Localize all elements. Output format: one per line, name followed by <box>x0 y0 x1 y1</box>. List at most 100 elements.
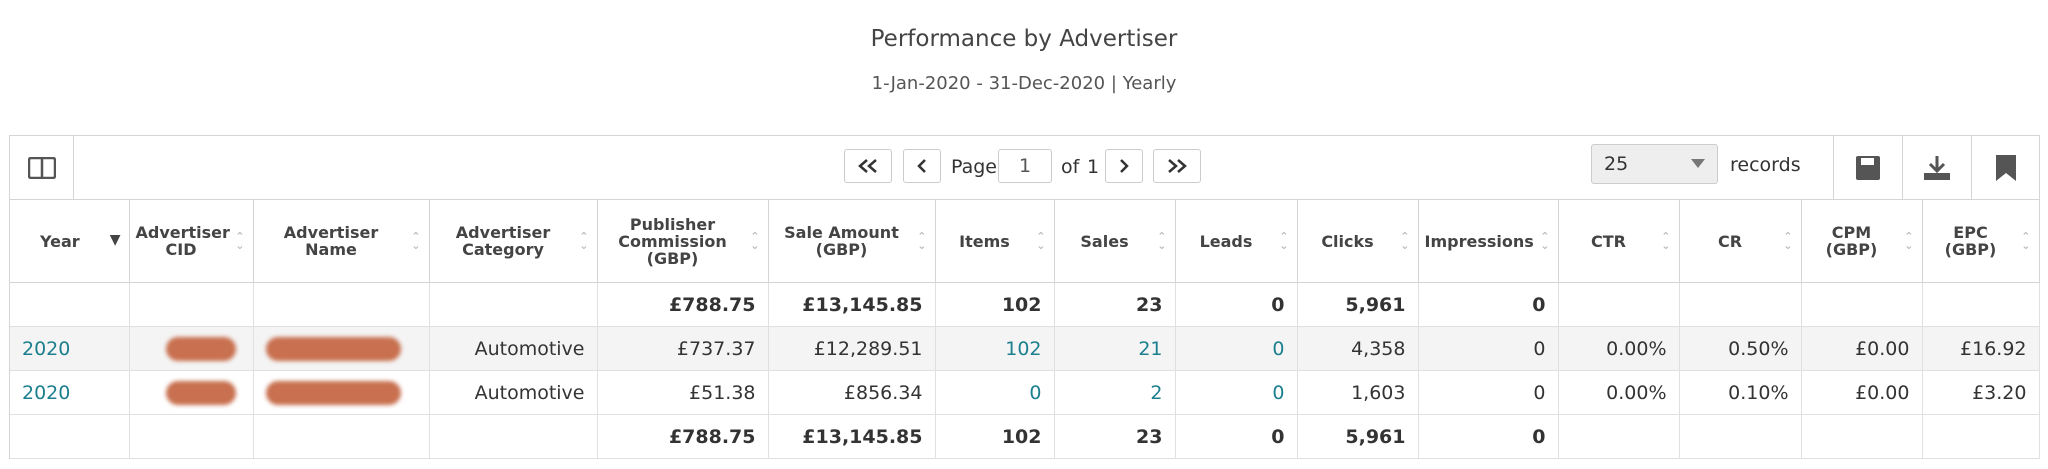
table-body: £788.75 £13,145.85 102 23 0 5,961 0 2020 Automot… <box>10 282 2040 459</box>
cell <box>1800 282 1923 327</box>
column-header[interactable]: Publisher Commission (GBP) ⌃ ⌄ <box>596 200 769 283</box>
icon <box>1691 159 1705 168</box>
cell-value[interactable]: 0 <box>1029 381 1042 404</box>
next-page[interactable] <box>1105 149 1143 183</box>
cell-value: 0.10% <box>1728 381 1789 404</box>
last-page[interactable] <box>1153 149 1201 183</box>
column-header[interactable]: CTR ⌃ ⌄ <box>1557 200 1680 283</box>
download-button[interactable] <box>1903 136 1972 199</box>
cell: 23 <box>1053 282 1176 327</box>
cell: 0 <box>1174 414 1298 459</box>
sort-icon: ⌃ ⌄ <box>1157 230 1167 252</box>
column-label: Clicks <box>1321 231 1374 251</box>
sort-icon: ⌃ ⌄ <box>1904 230 1914 252</box>
cell: 0.00% <box>1557 326 1680 371</box>
cell-value[interactable]: 2 <box>1150 381 1163 404</box>
cell: 5,961 <box>1296 414 1419 459</box>
cell-value: 0 <box>1533 337 1546 360</box>
cell-value: 0.50% <box>1728 337 1789 360</box>
column-header[interactable]: Leads ⌃ ⌄ <box>1174 200 1298 283</box>
cell: £0.00 <box>1800 326 1923 371</box>
cell: 0.50% <box>1678 326 1802 371</box>
cell <box>252 326 430 371</box>
cell-value: 0.00% <box>1606 337 1667 360</box>
cell: £0.00 <box>1800 370 1923 415</box>
cell: 23 <box>1053 414 1176 459</box>
page-size-select[interactable]: 25 <box>1591 144 1718 184</box>
cell: 0 <box>1174 282 1298 327</box>
cell-value: 0 <box>1533 381 1546 404</box>
column-header[interactable]: Items ⌃ ⌄ <box>934 200 1055 283</box>
cell: 0 <box>1417 326 1559 371</box>
cell: 2020 <box>10 370 130 415</box>
column-toggle[interactable] <box>10 136 74 199</box>
cell: 4,358 <box>1296 326 1419 371</box>
column-header[interactable]: CPM (GBP) ⌃ ⌄ <box>1800 200 1923 283</box>
cell: £12,289.51 <box>767 326 936 371</box>
save-button[interactable] <box>1834 136 1903 199</box>
column-header[interactable]: Impressions ⌃ ⌄ <box>1417 200 1559 283</box>
cell-value[interactable]: 102 <box>1005 337 1042 360</box>
sort-icon: ⌃ ⌄ <box>1400 230 1410 252</box>
column-header[interactable]: Advertiser Category ⌃ ⌄ <box>428 200 598 283</box>
icon <box>1996 154 2016 181</box>
icon <box>858 159 877 173</box>
header-row: Year ▼ Advertiser CID ⌃ ⌄ Advertiser Name ⌃ ⌄ Ad… <box>10 200 2040 283</box>
column-header[interactable]: EPC (GBP) ⌃ ⌄ <box>1921 200 2040 283</box>
cell-value: 1,603 <box>1351 381 1406 404</box>
of-label: of <box>1061 156 1080 178</box>
cell-value: 5,961 <box>1345 425 1406 448</box>
cell-value: Automotive <box>474 337 585 360</box>
sort-icon: ⌃ ⌄ <box>1540 230 1550 252</box>
column-header[interactable]: Sale Amount (GBP) ⌃ ⌄ <box>767 200 936 283</box>
redaction <box>265 380 401 405</box>
report-title: Performance by Advertiser <box>870 26 1178 52</box>
report-subtitle: 1-Jan-2020 - 31-Dec-2020 | Yearly <box>871 73 1177 94</box>
cell: £788.75 <box>596 282 769 327</box>
cell-value[interactable]: 2020 <box>22 337 71 360</box>
cell: £51.38 <box>596 370 769 415</box>
cell-value[interactable]: 0 <box>1272 381 1285 404</box>
page-input[interactable]: 1 <box>998 149 1052 183</box>
toolbar: Page 1 of 1 25 records <box>10 136 2039 200</box>
column-label: Items <box>959 231 1010 251</box>
cell-value[interactable]: 2020 <box>22 381 71 404</box>
cell-value: £51.38 <box>689 381 756 404</box>
column-header[interactable]: CR ⌃ ⌄ <box>1678 200 1802 283</box>
column-header[interactable]: Sales ⌃ ⌄ <box>1053 200 1176 283</box>
column-header[interactable]: Year ▼ <box>10 200 130 283</box>
cell <box>428 282 598 327</box>
cell: 2020 <box>10 326 130 371</box>
prev-page[interactable] <box>903 149 941 183</box>
icon <box>1120 159 1129 173</box>
cell <box>252 414 430 459</box>
sort-icon: ⌃ ⌄ <box>579 230 589 252</box>
column-header[interactable]: Clicks ⌃ ⌄ <box>1296 200 1419 283</box>
page-size: 25 <box>1604 153 1629 175</box>
cell <box>1678 414 1802 459</box>
cell <box>428 414 598 459</box>
cell-value: 0 <box>1532 425 1546 448</box>
cell-value: £12,289.51 <box>813 337 923 360</box>
cell <box>1921 414 2040 459</box>
actions <box>1833 136 2040 199</box>
column-header[interactable]: Advertiser Name ⌃ ⌄ <box>252 200 430 283</box>
cell-value: £13,145.85 <box>802 425 923 448</box>
cell: 102 <box>934 414 1055 459</box>
data-table: Year ▼ Advertiser CID ⌃ ⌄ Advertiser Name ⌃ ⌄ Ad… <box>10 200 2040 459</box>
cell: 0 <box>1417 282 1559 327</box>
cell-value[interactable]: 21 <box>1138 337 1163 360</box>
first-page[interactable] <box>844 149 892 183</box>
cell-value[interactable]: 0 <box>1272 337 1285 360</box>
icon <box>1856 155 1880 180</box>
column-header[interactable]: Advertiser CID ⌃ ⌄ <box>128 200 254 283</box>
cell <box>252 282 430 327</box>
cell <box>1800 414 1923 459</box>
cell: £13,145.85 <box>767 282 936 327</box>
cell-value: £3.20 <box>1972 381 2027 404</box>
cell: 21 <box>1053 326 1176 371</box>
cell: £856.34 <box>767 370 936 415</box>
cell: 102 <box>934 282 1055 327</box>
sort-icon: ⌃ ⌄ <box>750 230 760 252</box>
bookmark-button[interactable] <box>1972 136 2040 199</box>
